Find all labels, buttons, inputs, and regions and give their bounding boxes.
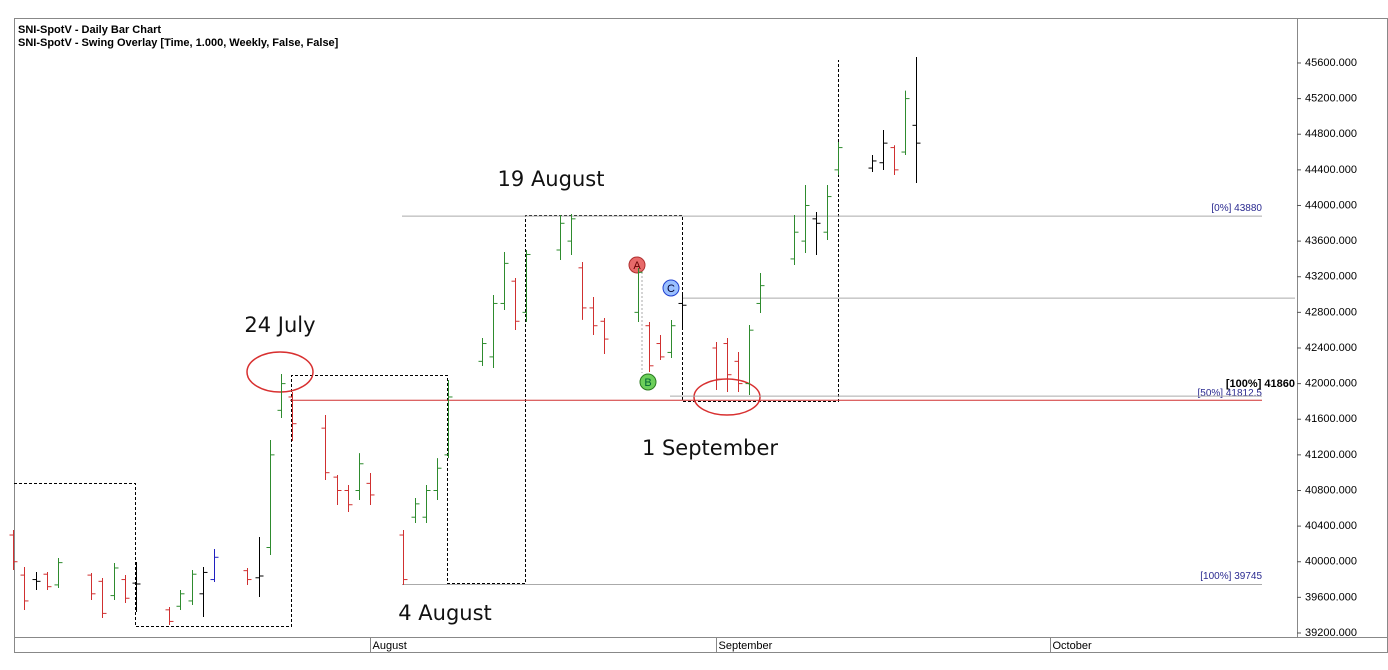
y-tick-label: 40000.000 xyxy=(1305,556,1357,568)
annotation: 4 August xyxy=(398,601,492,625)
y-tick-label: 43200.000 xyxy=(1305,271,1357,283)
swing-overlay xyxy=(14,60,839,627)
annotation: 1 September xyxy=(642,436,778,460)
x-tick-label: October xyxy=(1053,640,1092,652)
y-tick-label: 45200.000 xyxy=(1305,93,1357,105)
marker-label: B xyxy=(644,377,651,389)
y-tick-label: 39200.000 xyxy=(1305,627,1357,639)
y-tick-label: 42400.000 xyxy=(1305,342,1357,354)
level-label: [0%] 43880 xyxy=(1211,203,1262,214)
x-tick-label: September xyxy=(719,640,773,652)
y-tick-label: 39600.000 xyxy=(1305,591,1357,603)
y-tick-label: 42800.000 xyxy=(1305,306,1357,318)
y-tick-label: 45600.000 xyxy=(1305,57,1357,69)
y-tick-label: 44400.000 xyxy=(1305,164,1357,176)
y-tick-label: 41200.000 xyxy=(1305,449,1357,461)
marker-c xyxy=(662,279,680,297)
chart-subtitle: SNI-SpotV - Swing Overlay [Time, 1.000, … xyxy=(18,37,339,49)
y-tick-label: 42000.000 xyxy=(1305,378,1357,390)
level-label: [50%] 41812.5 xyxy=(1198,388,1263,399)
annotation: 19 August xyxy=(498,167,605,191)
level-label: [100%] 41860 xyxy=(1226,378,1295,390)
y-tick-label: 40400.000 xyxy=(1305,520,1357,532)
y-tick-label: 40800.000 xyxy=(1305,484,1357,496)
marker-label: A xyxy=(633,260,641,272)
marker-a xyxy=(628,256,646,274)
highlight-ellipse xyxy=(246,351,314,393)
annotation: 24 July xyxy=(244,313,315,337)
annotations: 24 July 19 August 4 August 1 September xyxy=(244,167,778,625)
y-tick-label: 44000.000 xyxy=(1305,199,1357,211)
level-label: [100%] 39745 xyxy=(1200,571,1262,582)
y-tick-label: 43600.000 xyxy=(1305,235,1357,247)
chart-title: SNI-SpotV - Daily Bar Chart xyxy=(18,24,161,36)
y-tick-label: 41600.000 xyxy=(1305,413,1357,425)
marker-b xyxy=(639,373,657,391)
y-tick-label: 44800.000 xyxy=(1305,128,1357,140)
swing-markers: A B C xyxy=(628,256,680,391)
x-tick-label: August xyxy=(373,640,407,652)
marker-label: C xyxy=(667,283,675,295)
